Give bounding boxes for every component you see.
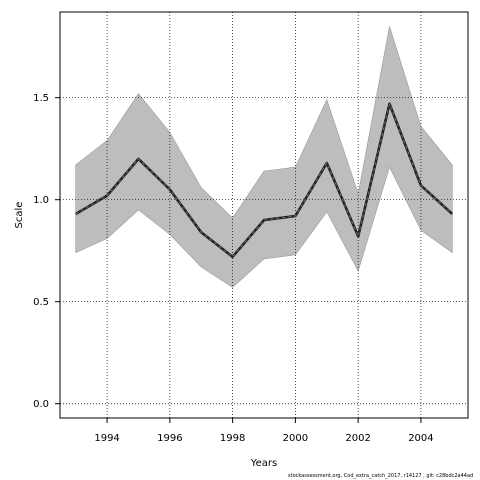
footer-note: stockassessment.org, Cod_extra_catch_201…	[288, 473, 474, 479]
x-tick-label: 1994	[94, 433, 119, 444]
y-axis: 0.0 0.5 1.0 1.5	[33, 93, 61, 410]
x-axis-title: Years	[250, 458, 277, 469]
y-tick-label: 1.5	[33, 93, 49, 104]
y-tick-label: 0.0	[33, 399, 49, 410]
y-tick-label: 0.5	[33, 297, 49, 308]
grid-layer	[60, 12, 468, 418]
y-tick-label: 1.0	[33, 195, 49, 206]
series-line-layer	[75, 102, 454, 259]
y-axis-title: Scale	[14, 202, 25, 229]
x-tick-label: 2004	[408, 433, 433, 444]
x-tick-label: 1998	[220, 433, 245, 444]
x-tick-label: 2002	[345, 433, 370, 444]
confidence-band-layer	[75, 26, 453, 288]
x-tick-label: 2000	[283, 433, 308, 444]
series-line-dash-0	[75, 102, 453, 258]
confidence-band-0	[75, 26, 453, 288]
x-tick-label: 1996	[157, 433, 182, 444]
x-axis: 1994 1996 1998 2000 2002 2004	[94, 417, 434, 444]
